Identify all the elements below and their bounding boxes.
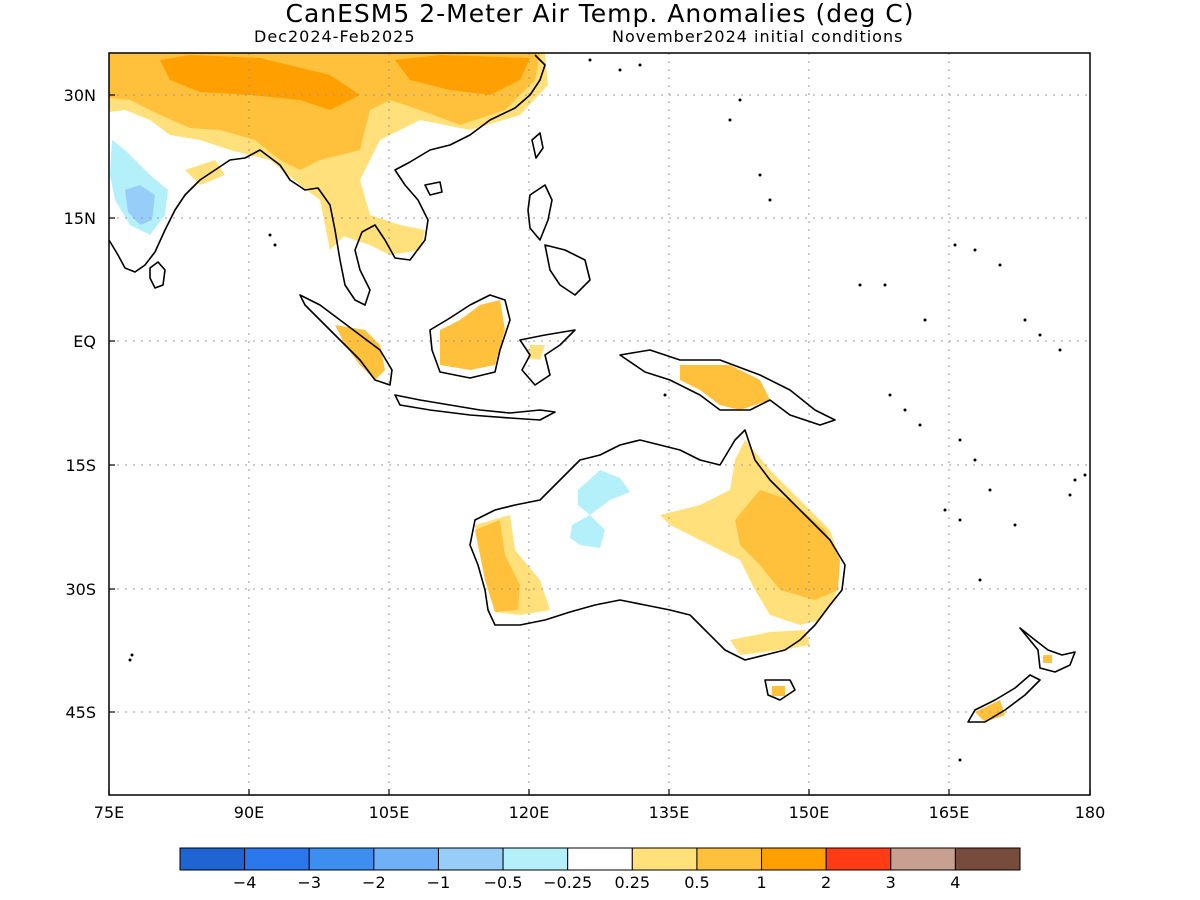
anomaly-warm-newzealand [975,700,1005,722]
lat-tick-label: 30N [64,86,96,105]
anomaly-warm-sulawesi [528,345,545,360]
lon-tick-label: 75E [94,803,124,822]
colorbar-label: 2 [821,873,831,892]
lat-tick-labels: 30N 15N EQ 15S 30S 45S [64,86,96,722]
colorbar-swatch [631,847,698,871]
anomaly-warm-sumatra [335,325,385,380]
season-label: Dec2024-Feb2025 [254,27,416,46]
lon-tick-label: 135E [649,803,690,822]
anomaly-warm-asia-strong [160,55,360,110]
colorbar-swatch [954,847,1021,871]
coast-java [394,394,556,421]
colorbar-label: 3 [886,873,896,892]
lon-tick-label: 165E [929,803,970,822]
colorbar-label: −0.25 [543,873,592,892]
colorbar-swatch [890,847,956,871]
colorbar-label: 4 [950,873,960,892]
anomaly-warm-newguinea [680,365,770,410]
lon-tick-label: 120E [509,803,550,822]
coast-philippines-south [544,244,591,296]
anomaly-cool-australia-north [578,470,630,515]
colorbar-swatch [761,847,827,871]
anomaly-shading [109,53,1052,722]
colorbar-label: −4 [233,873,257,892]
lat-tick-label: EQ [73,332,96,351]
lon-tick-marks [108,789,1091,795]
coast-asia-mainland [109,54,546,306]
colorbar-label: −3 [297,873,321,892]
colorbar-swatch [825,847,892,871]
map-title: CanESM5 2-Meter Air Temp. Anomalies (deg… [285,0,915,28]
coastlines [109,54,1076,723]
coast-srilanka [149,261,166,289]
initial-conditions-label: November2024 initial conditions [612,27,904,46]
lon-tick-label: 105E [369,803,410,822]
colorbar-label: 0.5 [684,873,709,892]
colorbar-swatch [696,847,763,871]
colorbar-swatch [308,847,375,871]
colorbar: −4 −3 −2 −1 −0.5 −0.25 0.25 0.5 1 2 3 4 [179,847,1021,892]
coast-newzealand-north [1019,627,1076,673]
anomaly-warm-australia-west-mid [475,520,520,612]
islands [128,58,1087,762]
coast-australia [469,429,846,661]
anomaly-warm-tasmania [772,686,785,696]
anomaly-warm-indochina [330,180,425,255]
colorbar-swatch [373,847,439,871]
coast-newguinea [619,349,836,426]
anomaly-warm-borneo [440,300,505,370]
colorbar-label: −2 [362,873,386,892]
anomaly-warm-china-strong [395,55,530,95]
coast-taiwan [531,132,544,159]
lat-tick-label: 15S [65,456,96,475]
colorbar-swatch [502,847,569,871]
anomaly-cool-australia-interior [570,515,605,548]
coast-borneo [429,294,511,379]
coast-sulawesi [519,329,576,386]
plot-frame [108,52,1091,796]
coast-hainan [424,181,443,196]
coast-philippines-luzon [527,184,553,241]
anomaly-warm-australia-east-mid [735,490,840,600]
colorbar-swatch [567,847,633,871]
lon-tick-label: 180 [1075,803,1106,822]
lon-tick-labels: 75E 90E 105E 120E 135E 150E 165E 180 [94,803,1106,822]
colorbar-swatch [244,847,310,871]
lat-tick-label: 15N [64,209,96,228]
map-plot-area [109,53,1090,795]
lat-tick-label: 45S [65,703,96,722]
lat-tick-label: 30S [65,580,96,599]
coast-newzealand-south [967,674,1041,723]
colorbar-swatch [179,847,246,871]
lon-tick-label: 90E [234,803,264,822]
lat-tick-marks [109,94,115,713]
colorbar-label: 0.25 [614,873,650,892]
colorbar-label: −1 [427,873,451,892]
anomaly-warm-india [185,160,225,185]
lon-tick-label: 150E [789,803,830,822]
anomaly-cool-india-mid [125,185,155,225]
colorbar-label: 1 [756,873,766,892]
colorbar-swatch [437,847,504,871]
coast-sumatra [299,294,393,386]
anomaly-warm-australia-south [730,630,810,655]
anomaly-warm-newzealand-north [1043,655,1052,663]
colorbar-label: −0.5 [484,873,523,892]
graticule [109,53,1090,795]
coast-tasmania [764,679,796,701]
